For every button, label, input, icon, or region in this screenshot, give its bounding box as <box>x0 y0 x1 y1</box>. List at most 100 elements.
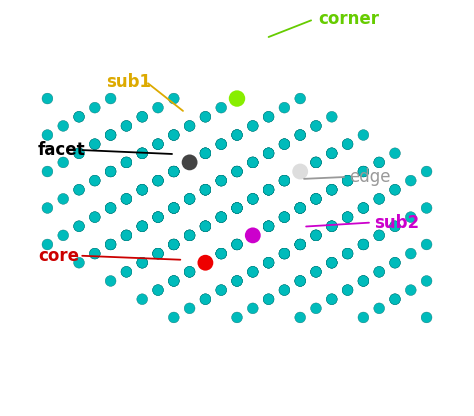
Circle shape <box>247 230 258 241</box>
Circle shape <box>121 193 132 204</box>
Circle shape <box>121 157 132 168</box>
Text: edge: edge <box>349 168 391 186</box>
Circle shape <box>263 148 274 158</box>
Circle shape <box>295 203 306 213</box>
Circle shape <box>374 230 384 241</box>
Circle shape <box>200 184 211 195</box>
Circle shape <box>374 267 384 277</box>
Circle shape <box>168 239 179 250</box>
Circle shape <box>168 166 179 177</box>
Circle shape <box>279 248 290 259</box>
Circle shape <box>184 121 195 131</box>
Circle shape <box>295 166 306 177</box>
Circle shape <box>327 184 337 195</box>
Circle shape <box>200 184 211 195</box>
Circle shape <box>216 139 227 149</box>
Circle shape <box>200 184 211 195</box>
Circle shape <box>279 248 290 259</box>
Circle shape <box>73 148 84 158</box>
Circle shape <box>263 148 274 158</box>
Circle shape <box>247 121 258 131</box>
Circle shape <box>168 130 179 141</box>
Circle shape <box>421 275 432 286</box>
Circle shape <box>421 203 432 213</box>
Circle shape <box>184 121 195 131</box>
Circle shape <box>90 102 100 113</box>
Point <box>296 168 304 175</box>
Circle shape <box>295 166 306 177</box>
Circle shape <box>168 93 179 104</box>
Circle shape <box>42 166 53 177</box>
Circle shape <box>327 258 337 268</box>
Circle shape <box>247 157 258 168</box>
Circle shape <box>121 121 132 131</box>
Circle shape <box>327 221 337 232</box>
Circle shape <box>153 139 164 149</box>
Circle shape <box>105 166 116 177</box>
Circle shape <box>168 239 179 250</box>
Circle shape <box>168 203 179 213</box>
Circle shape <box>295 239 306 250</box>
Circle shape <box>374 267 384 277</box>
Circle shape <box>232 203 242 213</box>
Circle shape <box>200 258 211 268</box>
Circle shape <box>342 212 353 223</box>
Circle shape <box>247 230 258 241</box>
Circle shape <box>279 212 290 223</box>
Circle shape <box>58 230 69 241</box>
Circle shape <box>342 248 353 259</box>
Circle shape <box>216 175 227 186</box>
Circle shape <box>200 221 211 232</box>
Circle shape <box>342 175 353 186</box>
Circle shape <box>279 285 290 295</box>
Circle shape <box>184 193 195 204</box>
Circle shape <box>184 193 195 204</box>
Circle shape <box>327 184 337 195</box>
Circle shape <box>216 248 227 259</box>
Circle shape <box>232 312 242 323</box>
Circle shape <box>327 184 337 195</box>
Circle shape <box>90 139 100 149</box>
Circle shape <box>358 239 369 250</box>
Circle shape <box>121 193 132 204</box>
Circle shape <box>168 312 179 323</box>
Circle shape <box>200 294 211 305</box>
Circle shape <box>153 102 164 113</box>
Circle shape <box>374 157 384 168</box>
Circle shape <box>168 130 179 141</box>
Circle shape <box>200 294 211 305</box>
Circle shape <box>342 248 353 259</box>
Circle shape <box>200 258 211 268</box>
Circle shape <box>137 258 147 268</box>
Circle shape <box>216 175 227 186</box>
Circle shape <box>390 294 401 305</box>
Circle shape <box>374 303 384 314</box>
Circle shape <box>295 203 306 213</box>
Circle shape <box>374 193 384 204</box>
Circle shape <box>405 285 416 295</box>
Circle shape <box>247 267 258 277</box>
Circle shape <box>137 221 147 232</box>
Circle shape <box>153 175 164 186</box>
Circle shape <box>184 193 195 204</box>
Circle shape <box>405 175 416 186</box>
Circle shape <box>184 230 195 241</box>
Circle shape <box>390 184 401 195</box>
Circle shape <box>105 275 116 286</box>
Circle shape <box>310 193 321 204</box>
Circle shape <box>58 193 69 204</box>
Circle shape <box>247 193 258 204</box>
Circle shape <box>232 239 242 250</box>
Circle shape <box>327 148 337 158</box>
Circle shape <box>295 275 306 286</box>
Circle shape <box>279 139 290 149</box>
Circle shape <box>295 130 306 141</box>
Circle shape <box>153 248 164 259</box>
Circle shape <box>73 258 84 268</box>
Circle shape <box>263 111 274 122</box>
Point <box>249 232 256 239</box>
Circle shape <box>73 111 84 122</box>
Circle shape <box>310 121 321 131</box>
Circle shape <box>105 239 116 250</box>
Circle shape <box>358 239 369 250</box>
